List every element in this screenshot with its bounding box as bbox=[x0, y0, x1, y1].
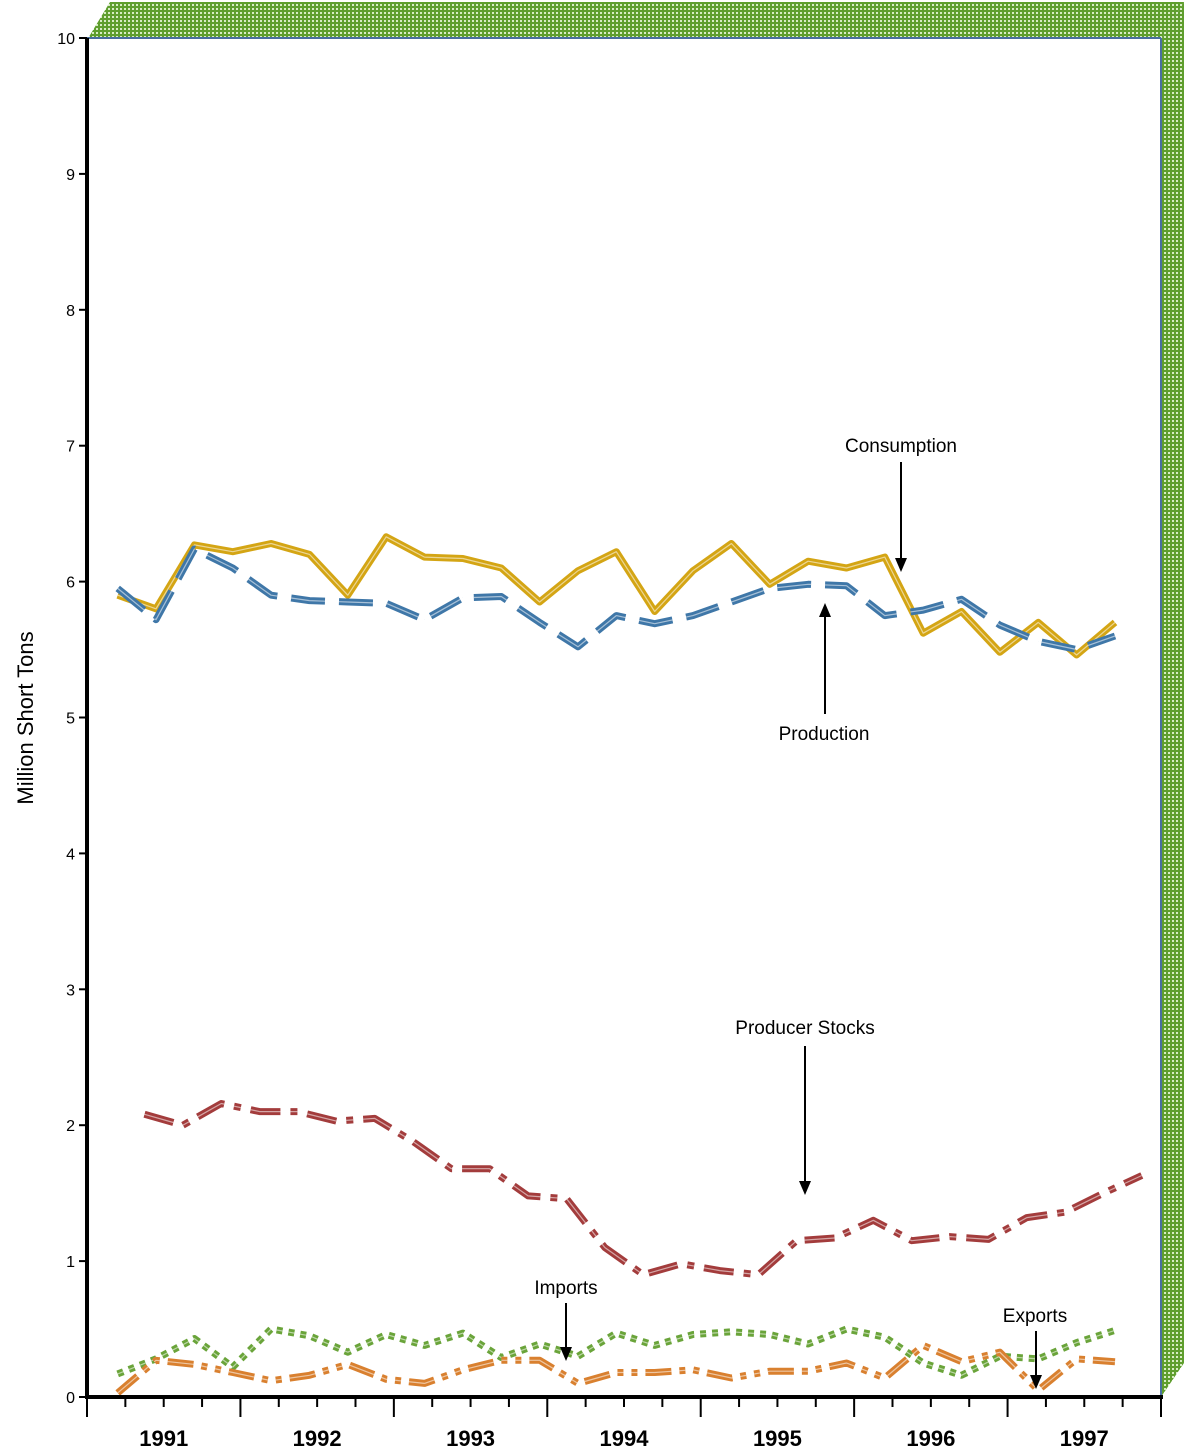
annotation-imports: Imports bbox=[534, 1278, 598, 1361]
series-producer-stocks bbox=[143, 1100, 1144, 1279]
annotation-arrow-head bbox=[819, 603, 831, 617]
annotation-production: Production bbox=[779, 603, 870, 745]
series-production bbox=[115, 545, 1117, 653]
y-tick-label: 6 bbox=[66, 575, 75, 592]
x-year-label: 1992 bbox=[293, 1426, 342, 1451]
annotation-arrow-head bbox=[895, 558, 907, 572]
annotation-arrow-head bbox=[560, 1347, 572, 1361]
x-axis-ticks: 1991 1992 1993 1994 1995 1996 1997 bbox=[86, 1397, 1162, 1451]
y-axis-label: Million Short Tons bbox=[13, 631, 38, 804]
annotation-label: Consumption bbox=[845, 436, 957, 457]
y-tick-label: 10 bbox=[57, 31, 75, 48]
x-year-label: 1993 bbox=[446, 1426, 495, 1451]
series-line-highlight bbox=[144, 1102, 1143, 1276]
x-year-label: 1994 bbox=[600, 1426, 650, 1451]
series-exports bbox=[115, 1341, 1116, 1396]
y-tick-label: 8 bbox=[66, 303, 75, 320]
annotation-label: Production bbox=[779, 724, 870, 745]
annotation-label: Imports bbox=[534, 1278, 597, 1299]
y-tick-label: 7 bbox=[66, 439, 75, 456]
annotation-consumption: Consumption bbox=[845, 436, 957, 572]
y-tick-label: 2 bbox=[66, 1118, 75, 1135]
x-year-label: 1997 bbox=[1060, 1426, 1109, 1451]
series-consumption bbox=[116, 533, 1118, 659]
y-tick-label: 4 bbox=[66, 846, 75, 863]
annotation-exports: Exports bbox=[1003, 1306, 1067, 1389]
annotation-label: Producer Stocks bbox=[735, 1018, 874, 1039]
series-layer bbox=[115, 533, 1144, 1396]
y-axis-ticks: 0 1 2 3 4 5 6 7 8 9 10 bbox=[57, 31, 87, 1407]
y-tick-label: 0 bbox=[66, 1390, 75, 1407]
frame-right-face bbox=[1161, 2, 1184, 1397]
series-line-highlight bbox=[117, 1344, 1116, 1394]
y-tick-label: 9 bbox=[66, 167, 75, 184]
annotation-arrow-head bbox=[799, 1181, 811, 1195]
plot-area bbox=[87, 38, 1161, 1397]
x-year-label: 1995 bbox=[753, 1426, 802, 1451]
annotation-arrow-head bbox=[1030, 1375, 1042, 1389]
y-tick-label: 3 bbox=[66, 982, 75, 999]
annotation-layer: Consumption Production Producer Stocks Impo… bbox=[534, 436, 1067, 1389]
x-year-label: 1991 bbox=[139, 1426, 188, 1451]
annotation-label: Exports bbox=[1003, 1306, 1067, 1327]
y-tick-label: 1 bbox=[66, 1254, 75, 1271]
annotation-producer-stocks: Producer Stocks bbox=[735, 1018, 875, 1195]
frame-top-face bbox=[87, 2, 1184, 40]
x-year-label: 1996 bbox=[906, 1426, 955, 1451]
y-tick-label: 5 bbox=[66, 711, 75, 728]
